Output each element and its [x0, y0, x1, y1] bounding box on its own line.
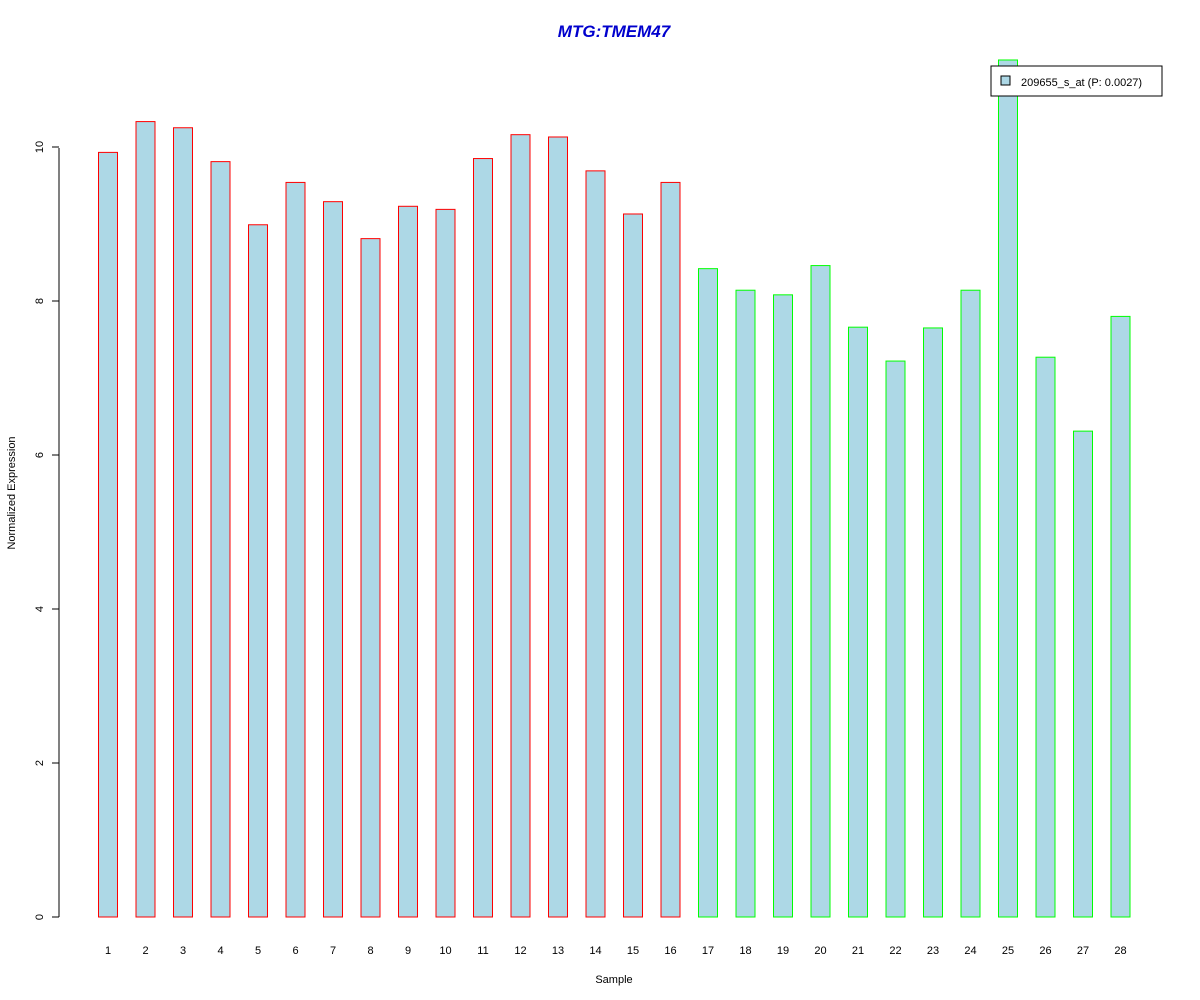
bar-sample-23 — [923, 327, 943, 918]
x-tick-label: 7 — [330, 945, 336, 957]
bar-sample-7 — [323, 201, 343, 918]
bar-sample-25 — [998, 59, 1018, 918]
x-tick-label: 24 — [964, 945, 976, 957]
bar-sample-8 — [360, 238, 381, 918]
bar-sample-22 — [885, 360, 906, 918]
x-tick-label: 26 — [1039, 945, 1051, 957]
legend-box — [990, 65, 1163, 97]
bar-sample-18 — [735, 289, 756, 918]
y-axis-ticks: 0 2 4 6 8 10 — [34, 141, 59, 920]
x-tick-label: 9 — [405, 945, 411, 957]
legend-label: 209655_s_at (P: 0.0027) — [1021, 77, 1142, 89]
bar-sample-19 — [773, 294, 793, 918]
bar-sample-14 — [585, 170, 606, 918]
x-tick-label: 21 — [852, 945, 864, 957]
legend: 209655_s_at (P: 0.0027) — [990, 65, 1163, 97]
x-tick-label: 11 — [477, 945, 488, 957]
bar-sample-27 — [1073, 430, 1093, 918]
x-tick-label: 14 — [589, 945, 601, 957]
x-tick-label: 22 — [889, 945, 901, 957]
legend-swatch — [1000, 75, 1011, 86]
x-tick-label: 4 — [217, 945, 223, 957]
x-tick-label: 6 — [292, 945, 298, 957]
bar-sample-3 — [173, 127, 193, 918]
bar-sample-16 — [660, 181, 681, 918]
bar-sample-5 — [248, 224, 268, 918]
bar-sample-4 — [210, 161, 231, 918]
y-tick-label: 6 — [34, 452, 46, 458]
x-tick-label: 12 — [514, 945, 526, 957]
y-tick-label: 10 — [34, 141, 46, 153]
bar-sample-15 — [623, 213, 643, 918]
bar-sample-26 — [1035, 356, 1056, 918]
x-tick-label: 28 — [1114, 945, 1126, 957]
bar-sample-11 — [473, 158, 493, 918]
bar-sample-9 — [398, 205, 418, 918]
x-tick-label: 8 — [367, 945, 373, 957]
bar-sample-10 — [435, 208, 456, 918]
x-tick-label: 25 — [1002, 945, 1014, 957]
x-tick-label: 3 — [180, 945, 186, 957]
bar-sample-2 — [135, 121, 156, 918]
bar-sample-24 — [960, 289, 981, 918]
x-tick-label: 15 — [627, 945, 639, 957]
x-tick-label: 20 — [814, 945, 826, 957]
x-tick-label: 2 — [142, 945, 148, 957]
y-tick-label: 8 — [34, 298, 46, 304]
bar-sample-21 — [848, 326, 868, 918]
y-tick-label: 4 — [34, 606, 46, 612]
bars-group — [98, 59, 1131, 918]
y-tick-label: 0 — [34, 914, 46, 920]
bar-sample-6 — [285, 181, 306, 918]
x-tick-label: 5 — [255, 945, 261, 957]
bar-sample-28 — [1110, 315, 1131, 918]
bar-sample-13 — [548, 136, 568, 918]
y-axis-label: Normalized Expression — [6, 436, 18, 549]
bar-sample-20 — [810, 265, 831, 918]
x-tick-label: 1 — [105, 945, 111, 957]
bar-sample-17 — [698, 268, 718, 918]
x-tick-label: 19 — [777, 945, 789, 957]
x-tick-label: 27 — [1077, 945, 1089, 957]
x-tick-label: 16 — [664, 945, 676, 957]
x-axis-label: Sample — [595, 974, 632, 986]
y-tick-label: 2 — [34, 760, 46, 766]
x-tick-label: 10 — [439, 945, 451, 957]
x-tick-label: 17 — [702, 945, 714, 957]
bar-sample-12 — [510, 134, 531, 918]
x-tick-label: 13 — [552, 945, 564, 957]
bar-sample-1 — [98, 151, 118, 918]
x-tick-label: 23 — [927, 945, 939, 957]
chart-title: MTG:TMEM47 — [558, 22, 672, 41]
x-axis-tick-labels: 1 2 3 4 5 6 7 8 9 10 11 12 13 14 15 16 17 18 19 20 21 22 23 24 2… — [105, 945, 1127, 957]
x-tick-label: 18 — [739, 945, 751, 957]
